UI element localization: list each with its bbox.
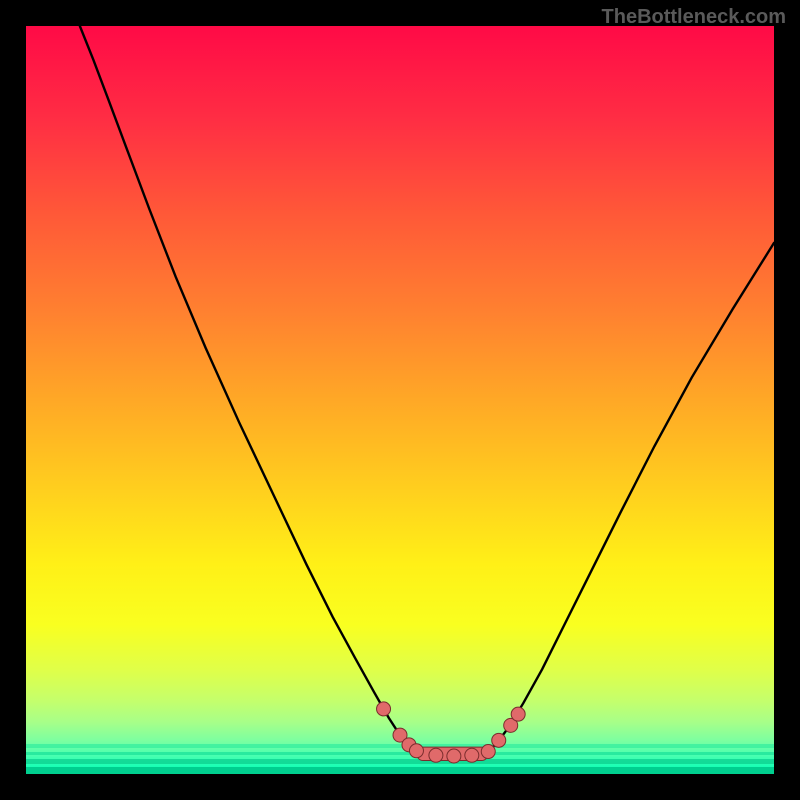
plot-area — [26, 26, 774, 774]
curves-svg — [26, 26, 774, 774]
marker-right — [511, 707, 525, 721]
marker-valley — [465, 748, 479, 762]
watermark-text: TheBottleneck.com — [602, 6, 786, 29]
left-curve — [80, 26, 417, 752]
right-curve — [488, 243, 774, 752]
chart-container: TheBottleneck.com — [0, 0, 800, 800]
marker-valley — [409, 744, 423, 758]
marker-valley — [447, 749, 461, 763]
marker-left — [377, 702, 391, 716]
marker-valley — [481, 745, 495, 759]
marker-right — [492, 733, 506, 747]
marker-valley — [429, 748, 443, 762]
